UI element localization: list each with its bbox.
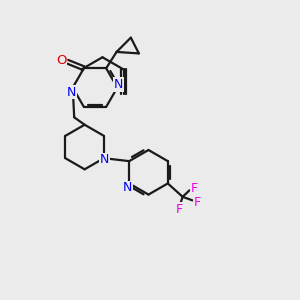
- Text: N: N: [114, 78, 124, 91]
- Text: F: F: [176, 203, 183, 216]
- Text: N: N: [67, 85, 76, 98]
- Text: F: F: [190, 182, 197, 195]
- Text: O: O: [56, 54, 67, 67]
- Text: N: N: [123, 182, 132, 194]
- Text: N: N: [100, 153, 109, 166]
- Text: F: F: [194, 196, 200, 209]
